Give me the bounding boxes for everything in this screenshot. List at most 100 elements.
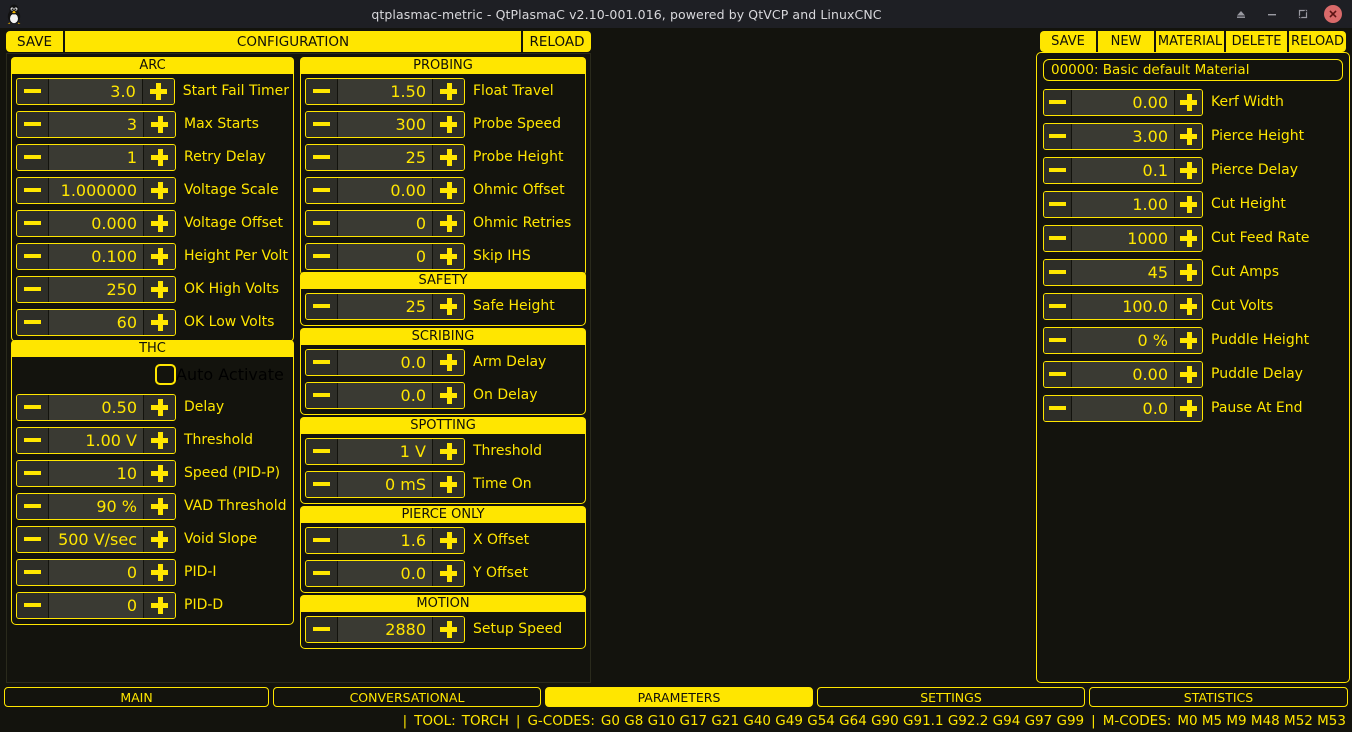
spinbox-puddle-delay[interactable]: 0.00 xyxy=(1043,360,1203,388)
spinbox-pierce-height[interactable]: 3.00 xyxy=(1043,122,1203,150)
spin-value[interactable]: 25 xyxy=(338,144,432,170)
decrement-button[interactable] xyxy=(1044,293,1072,319)
decrement-button[interactable] xyxy=(17,394,49,420)
spin-value[interactable]: 1.6 xyxy=(338,527,432,553)
increment-button[interactable] xyxy=(1174,123,1202,149)
spinbox-start-fail-timer[interactable]: 3.0 xyxy=(16,77,175,105)
spinbox-vad-threshold[interactable]: 90 % xyxy=(16,492,176,520)
close-icon[interactable] xyxy=(1324,5,1342,23)
decrement-button[interactable] xyxy=(17,144,49,170)
spinbox-voltage-offset[interactable]: 0.000 xyxy=(16,209,176,237)
decrement-button[interactable] xyxy=(17,111,49,137)
increment-button[interactable] xyxy=(1174,191,1202,217)
decrement-button[interactable] xyxy=(17,243,49,269)
decrement-button[interactable] xyxy=(306,616,338,642)
decrement-button[interactable] xyxy=(1044,123,1072,149)
increment-button[interactable] xyxy=(432,78,464,104)
material-select[interactable]: 00000: Basic default Material xyxy=(1043,59,1343,81)
increment-button[interactable] xyxy=(1174,293,1202,319)
increment-button[interactable] xyxy=(432,471,464,497)
decrement-button[interactable] xyxy=(1044,157,1072,183)
spinbox-ohmic-retries[interactable]: 0 xyxy=(305,209,465,237)
increment-button[interactable] xyxy=(143,592,175,618)
spinbox-retry-delay[interactable]: 1 xyxy=(16,143,176,171)
spin-value[interactable]: 0.100 xyxy=(49,243,143,269)
spinbox-ok-high-volts[interactable]: 250 xyxy=(16,275,176,303)
increment-button[interactable] xyxy=(432,527,464,553)
spin-value[interactable]: 0 xyxy=(49,592,143,618)
increment-button[interactable] xyxy=(143,309,175,335)
spin-value[interactable]: 0.50 xyxy=(49,394,143,420)
increment-button[interactable] xyxy=(143,460,175,486)
increment-button[interactable] xyxy=(143,394,175,420)
config-reload-button[interactable]: RELOAD xyxy=(523,31,591,52)
spinbox-cut-volts[interactable]: 100.0 xyxy=(1043,292,1203,320)
material-delete-button[interactable]: DELETE xyxy=(1226,31,1287,52)
increment-button[interactable] xyxy=(143,427,175,453)
spinbox-probe-speed[interactable]: 300 xyxy=(305,110,465,138)
decrement-button[interactable] xyxy=(1044,327,1072,353)
spin-value[interactable]: 1.000000 xyxy=(49,177,143,203)
decrement-button[interactable] xyxy=(306,78,338,104)
spinbox-pierce-delay[interactable]: 0.1 xyxy=(1043,156,1203,184)
decrement-button[interactable] xyxy=(1044,361,1072,387)
increment-button[interactable] xyxy=(143,144,175,170)
increment-button[interactable] xyxy=(432,349,464,375)
tab-main[interactable]: MAIN xyxy=(4,687,269,707)
spin-value[interactable]: 1.00 V xyxy=(49,427,143,453)
increment-button[interactable] xyxy=(143,111,175,137)
increment-button[interactable] xyxy=(1174,157,1202,183)
spinbox-ok-low-volts[interactable]: 60 xyxy=(16,308,176,336)
decrement-button[interactable] xyxy=(306,527,338,553)
spinbox-probe-height[interactable]: 25 xyxy=(305,143,465,171)
spin-value[interactable]: 3.00 xyxy=(1072,123,1174,149)
spinbox-height-per-volt[interactable]: 0.100 xyxy=(16,242,176,270)
spin-value[interactable]: 1.00 xyxy=(1072,191,1174,217)
spinbox-float-travel[interactable]: 1.50 xyxy=(305,77,465,105)
decrement-button[interactable] xyxy=(306,560,338,586)
spin-value[interactable]: 0.00 xyxy=(1072,361,1174,387)
spin-value[interactable]: 0 xyxy=(338,243,432,269)
decrement-button[interactable] xyxy=(17,309,49,335)
spin-value[interactable]: 1.50 xyxy=(338,78,432,104)
tab-statistics[interactable]: STATISTICS xyxy=(1089,687,1348,707)
spinbox-cut-amps[interactable]: 45 xyxy=(1043,258,1203,286)
spinbox-thc-delay[interactable]: 0.50 xyxy=(16,393,176,421)
spinbox-ohmic-offset[interactable]: 0.00 xyxy=(305,176,465,204)
decrement-button[interactable] xyxy=(17,493,49,519)
spin-value[interactable]: 0.0 xyxy=(338,560,432,586)
decrement-button[interactable] xyxy=(17,592,49,618)
decrement-button[interactable] xyxy=(306,471,338,497)
spinbox-pid-i[interactable]: 0 xyxy=(16,558,176,586)
spin-value[interactable]: 0 xyxy=(338,210,432,236)
increment-button[interactable] xyxy=(432,177,464,203)
decrement-button[interactable] xyxy=(17,559,49,585)
decrement-button[interactable] xyxy=(1044,259,1072,285)
spin-value[interactable]: 3 xyxy=(49,111,143,137)
increment-button[interactable] xyxy=(143,243,175,269)
spin-value[interactable]: 0 % xyxy=(1072,327,1174,353)
spinbox-on-delay[interactable]: 0.0 xyxy=(305,381,465,409)
decrement-button[interactable] xyxy=(1044,191,1072,217)
decrement-button[interactable] xyxy=(306,210,338,236)
decrement-button[interactable] xyxy=(306,111,338,137)
decrement-button[interactable] xyxy=(17,78,49,104)
spin-value[interactable]: 0.1 xyxy=(1072,157,1174,183)
decrement-button[interactable] xyxy=(17,177,49,203)
increment-button[interactable] xyxy=(1174,395,1202,421)
increment-button[interactable] xyxy=(432,382,464,408)
increment-button[interactable] xyxy=(432,438,464,464)
spinbox-cut-height[interactable]: 1.00 xyxy=(1043,190,1203,218)
spin-value[interactable]: 1 xyxy=(49,144,143,170)
spinbox-max-starts[interactable]: 3 xyxy=(16,110,176,138)
spin-value[interactable]: 10 xyxy=(49,460,143,486)
decrement-button[interactable] xyxy=(306,177,338,203)
spinbox-voltage-scale[interactable]: 1.000000 xyxy=(16,176,176,204)
spin-value[interactable]: 500 V/sec xyxy=(49,526,143,552)
decrement-button[interactable] xyxy=(306,243,338,269)
increment-button[interactable] xyxy=(432,243,464,269)
increment-button[interactable] xyxy=(143,526,175,552)
spin-value[interactable]: 90 % xyxy=(49,493,143,519)
spinbox-x-offset[interactable]: 1.6 xyxy=(305,526,465,554)
increment-button[interactable] xyxy=(143,210,175,236)
